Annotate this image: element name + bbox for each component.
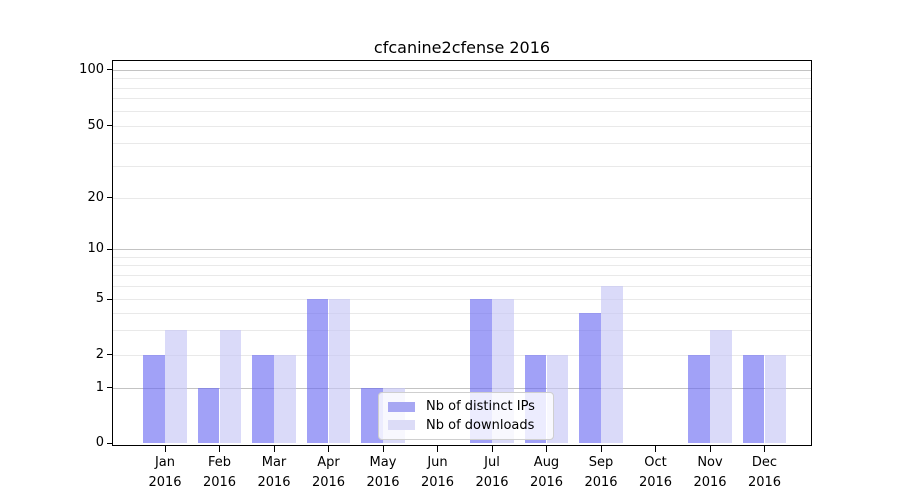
x-tick-mark-mar [273, 446, 275, 452]
gridline-minor-7 [113, 274, 811, 276]
x-tick-mark-sep [600, 446, 602, 452]
x-tick-label-jun: Jun 2016 [420, 455, 455, 490]
gridline-minor-3 [113, 329, 811, 331]
gridline-minor-80 [113, 87, 811, 89]
chart-title: cfcanine2cfense 2016 [373, 38, 551, 57]
bar-downloads-feb [219, 329, 242, 443]
x-tick-label-may: May 2016 [366, 455, 400, 490]
x-tick-mark-may [382, 446, 384, 452]
legend: Nb of distinct IPs Nb of downloads [378, 392, 554, 440]
legend-label-distinct-ips: Nb of distinct IPs [426, 399, 535, 415]
y-tick-label-50: 50 [87, 117, 104, 133]
x-tick-mark-apr [328, 446, 329, 452]
x-tick-mark-jul [491, 446, 493, 452]
x-tick-mark-dec [764, 446, 765, 452]
gridline-major-100 [113, 69, 811, 71]
gridline-minor-50 [113, 125, 811, 127]
gridline-minor-30 [113, 165, 811, 167]
gridline-minor-20 [113, 197, 811, 199]
bar-ips-jan [143, 354, 165, 443]
bar-ips-mar [252, 354, 274, 443]
x-tick-label-jan: Jan 2016 [148, 455, 182, 490]
x-tick-mark-aug [546, 446, 547, 452]
legend-label-downloads: Nb of downloads [426, 417, 535, 433]
y-tick-mark-1 [107, 387, 113, 388]
x-tick-mark-jun [437, 446, 438, 452]
x-tick-label-apr: Apr 2016 [311, 455, 346, 490]
y-tick-label-100: 100 [79, 61, 104, 77]
x-tick-label-mar: Mar 2016 [257, 455, 291, 490]
y-tick-mark-100 [107, 69, 113, 70]
gridline-minor-2 [113, 354, 811, 356]
y-tick-mark-2 [107, 354, 113, 355]
gridline-major-1 [113, 387, 811, 389]
bar-ips-may [361, 387, 383, 443]
gridline-major-10 [113, 249, 811, 250]
x-tick-label-feb: Feb 2016 [202, 455, 237, 490]
x-tick-label-sep: Sep 2016 [584, 455, 618, 490]
gridline-minor-40 [113, 143, 811, 145]
bar-ips-nov [688, 354, 710, 443]
bar-downloads-sep [601, 285, 623, 443]
x-tick-label-nov: Nov 2016 [693, 455, 727, 490]
gridline-minor-90 [113, 78, 811, 79]
y-tick-mark-0 [107, 442, 113, 444]
legend-item-distinct-ips: Nb of distinct IPs [388, 399, 544, 414]
y-tick-label-1: 1 [95, 379, 104, 395]
y-tick-mark-20 [107, 197, 113, 198]
bar-ips-feb [197, 387, 220, 443]
legend-item-downloads: Nb of downloads [388, 418, 544, 433]
y-tick-label-10: 10 [87, 241, 104, 256]
y-tick-mark-10 [107, 248, 113, 250]
x-tick-mark-oct [655, 446, 656, 452]
bar-ips-sep [579, 312, 601, 443]
gridline-minor-60 [113, 110, 811, 112]
gridline-minor-6 [113, 285, 811, 287]
bar-downloads-apr [328, 299, 351, 443]
x-tick-mark-jan [164, 446, 166, 452]
gridline-minor-4 [113, 312, 811, 314]
y-tick-mark-5 [107, 298, 113, 300]
y-tick-label-2: 2 [95, 346, 104, 362]
x-tick-label-dec: Dec 2016 [747, 455, 782, 490]
x-tick-mark-nov [709, 446, 711, 452]
y-tick-label-5: 5 [95, 291, 104, 306]
plot-area: Nb of distinct IPs Nb of downloads 0 1 2 5 1… [79, 60, 812, 490]
gridline-minor-70 [113, 98, 811, 100]
legend-swatch-downloads-icon [388, 420, 415, 431]
y-tick-mark-50 [107, 125, 113, 126]
x-tick-label-jul: Jul 2016 [475, 455, 509, 490]
legend-swatch-distinct-ips-icon [388, 401, 415, 412]
bar-ips-dec [742, 354, 765, 443]
gridline-minor-5 [113, 299, 811, 300]
gridline-minor-9 [113, 256, 811, 258]
x-tick-label-aug: Aug 2016 [529, 455, 564, 490]
bar-downloads-mar [274, 354, 296, 443]
x-tick-mark-feb [219, 446, 220, 452]
y-tick-label-20: 20 [87, 189, 104, 205]
bar-downloads-jan [165, 329, 187, 443]
gridline-minor-8 [113, 265, 811, 267]
x-tick-label-oct: Oct 2016 [638, 455, 673, 490]
bar-downloads-dec [764, 354, 787, 443]
bar-ips-apr [306, 299, 329, 443]
y-tick-label-0: 0 [95, 435, 104, 450]
bar-downloads-nov [710, 329, 732, 443]
